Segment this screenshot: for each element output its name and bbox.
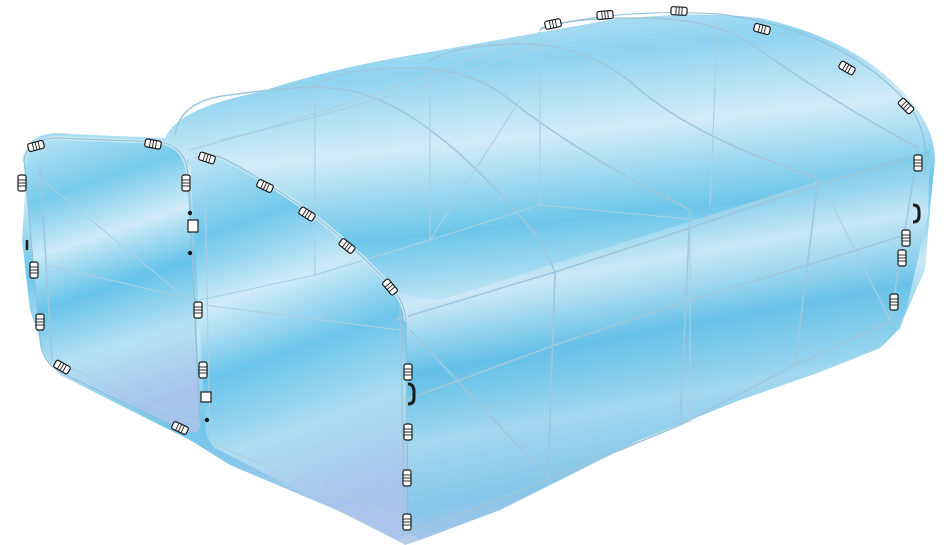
fastener-dot bbox=[187, 250, 193, 256]
clip-icon bbox=[403, 363, 413, 381]
clip-icon bbox=[897, 97, 915, 115]
clip-icon bbox=[402, 469, 412, 487]
handle-icon bbox=[912, 203, 921, 224]
clip-icon bbox=[596, 9, 614, 21]
clip-icon bbox=[670, 6, 688, 16]
clip-icon bbox=[403, 423, 413, 441]
door-fasteners bbox=[25, 203, 921, 423]
clip-icon bbox=[17, 174, 27, 192]
clip-icon bbox=[198, 151, 216, 165]
handle-icon bbox=[407, 382, 416, 406]
clip-icon bbox=[402, 513, 412, 531]
door-latch-icon bbox=[200, 391, 212, 403]
clip-icon bbox=[382, 278, 398, 296]
clip-icon bbox=[171, 421, 189, 435]
front-end-panel-left bbox=[24, 138, 201, 433]
door-latch-icon bbox=[187, 219, 199, 233]
fastener-dot bbox=[187, 210, 193, 216]
cover-clips bbox=[17, 6, 923, 531]
clip-icon bbox=[53, 359, 71, 375]
clip-icon bbox=[256, 179, 274, 193]
clip-icon bbox=[198, 361, 208, 379]
clip-icon bbox=[753, 22, 771, 36]
clip-icon bbox=[27, 139, 45, 153]
clip-icon bbox=[181, 174, 191, 192]
clip-icon bbox=[897, 249, 907, 267]
side-panel bbox=[392, 150, 930, 540]
clip-icon bbox=[901, 229, 911, 247]
clip-icon bbox=[29, 261, 39, 279]
clip-icon bbox=[193, 301, 203, 319]
clip-icon bbox=[544, 18, 562, 30]
fastener-dot bbox=[204, 417, 210, 423]
clip-icon bbox=[913, 154, 923, 172]
clip-icon bbox=[298, 206, 316, 222]
clip-icon bbox=[838, 60, 856, 76]
clip-icon bbox=[35, 313, 45, 331]
clip-icon bbox=[338, 238, 356, 254]
clip-icon bbox=[144, 138, 162, 150]
clip-icon bbox=[889, 293, 899, 311]
